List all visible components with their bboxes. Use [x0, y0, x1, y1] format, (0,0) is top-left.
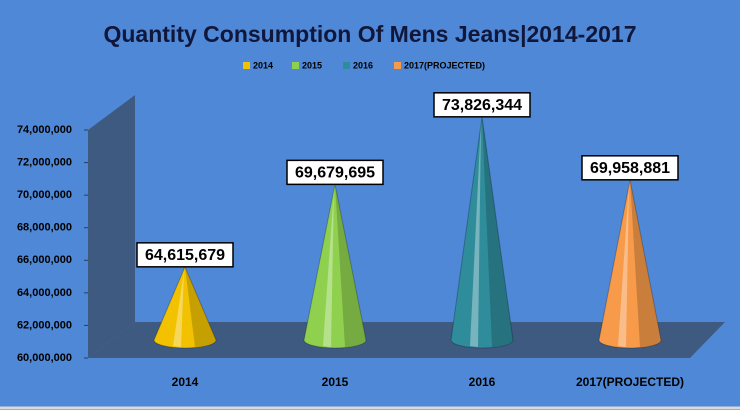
floor [88, 322, 725, 358]
cone [303, 184, 367, 349]
legend-swatch [243, 62, 250, 69]
x-tick-label: 2017(PROJECTED) [576, 375, 684, 389]
back-wall [88, 95, 135, 358]
y-tick-label: 68,000,000 [17, 222, 72, 234]
cone-highlight [323, 188, 334, 347]
y-tick-label: 62,000,000 [17, 319, 72, 331]
x-tick-label: 2015 [322, 375, 349, 389]
chart-title: Quantity Consumption Of Mens Jeans|2014-… [103, 21, 636, 47]
cone [153, 265, 217, 349]
cone-shade [185, 266, 216, 347]
value-label-box [136, 242, 234, 268]
legend-swatch [292, 62, 299, 69]
y-tick-label: 70,000,000 [17, 189, 72, 201]
value-label-box [433, 92, 531, 118]
cone-shade [630, 179, 661, 347]
cone-shade [335, 184, 366, 347]
cone-highlight [618, 183, 629, 347]
value-label-box [286, 159, 384, 186]
x-tick-label: 2016 [469, 375, 496, 389]
y-tick-label: 64,000,000 [17, 287, 72, 299]
y-tick-label: 74,000,000 [17, 124, 72, 136]
cone-highlight [470, 120, 481, 347]
cone [598, 179, 662, 349]
legend-label: 2015 [302, 60, 322, 70]
value-label: 73,826,344 [442, 97, 522, 114]
y-tick-label: 60,000,000 [17, 352, 72, 364]
legend-label: 2017(PROJECTED) [404, 60, 485, 70]
legend-swatch [343, 62, 350, 69]
legend-label: 2016 [353, 60, 373, 70]
legend-label: 2014 [253, 60, 273, 70]
cone-highlight [173, 270, 184, 347]
value-label: 69,679,695 [295, 165, 375, 182]
value-label-box [581, 155, 679, 181]
value-label: 69,958,881 [590, 160, 670, 177]
y-tick-label: 72,000,000 [17, 156, 72, 168]
value-label: 64,615,679 [145, 247, 225, 264]
legend-swatch [394, 62, 401, 69]
x-tick-label: 2014 [172, 375, 199, 389]
y-tick-label: 66,000,000 [17, 254, 72, 266]
cone [450, 116, 514, 349]
cone-shade [482, 116, 513, 347]
